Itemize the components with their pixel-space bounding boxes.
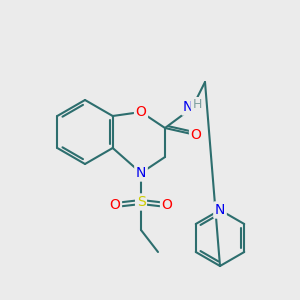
Text: N: N bbox=[183, 100, 193, 114]
Text: O: O bbox=[110, 198, 120, 212]
Text: O: O bbox=[190, 128, 201, 142]
Text: N: N bbox=[136, 166, 146, 180]
Text: N: N bbox=[215, 203, 225, 217]
Text: S: S bbox=[136, 195, 146, 209]
Text: O: O bbox=[136, 105, 146, 119]
Text: O: O bbox=[162, 198, 172, 212]
Text: H: H bbox=[192, 98, 202, 112]
